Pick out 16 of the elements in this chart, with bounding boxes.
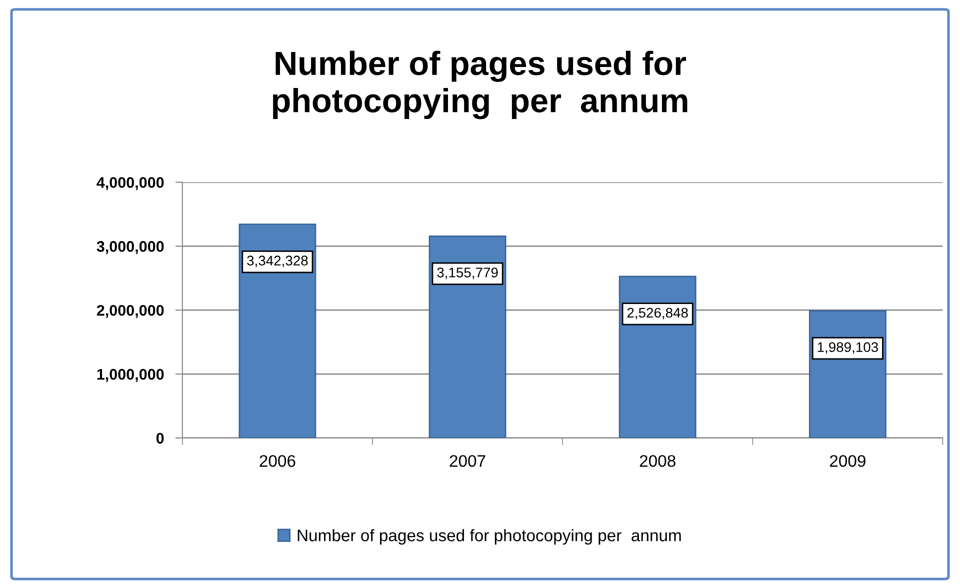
y-tick-label: 2,000,000 — [96, 304, 164, 318]
x-tick-label: 2006 — [260, 455, 296, 467]
x-tick-label: 2007 — [450, 455, 486, 467]
x-tick-label: 2008 — [640, 455, 676, 467]
y-tick-label: 4,000,000 — [96, 177, 164, 190]
data-label: 2,526,848 — [627, 308, 688, 320]
y-tick-label: 3,000,000 — [96, 241, 164, 254]
legend-label: Number of pages used for photocopying per annum — [298, 529, 681, 545]
x-tick-label: 2009 — [830, 455, 866, 467]
bar — [238, 224, 316, 438]
data-label: 1,989,103 — [818, 342, 878, 354]
data-label: 3,342,328 — [247, 256, 308, 268]
y-tick-label: 1,000,000 — [97, 368, 164, 382]
y-tick-label: 0 — [156, 432, 164, 444]
chart-title: Number of pages used for photocopying per annum — [272, 50, 688, 120]
data-label: 3,155,779 — [437, 268, 498, 280]
